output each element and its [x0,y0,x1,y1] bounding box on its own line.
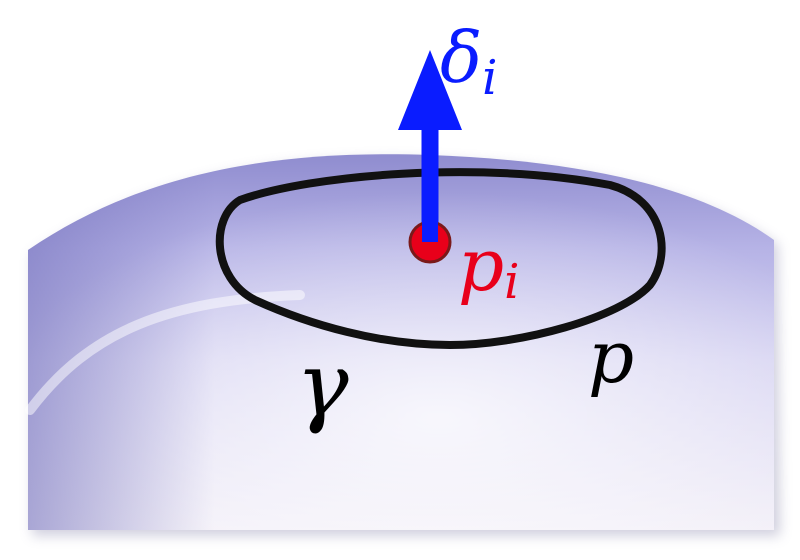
delta-label: δi [440,17,498,106]
point-label: pi [458,223,519,310]
surface-label: p [588,315,634,399]
closed-curve [215,168,666,349]
arrow-stem-base [422,210,438,242]
curve-label: γ [296,333,349,436]
